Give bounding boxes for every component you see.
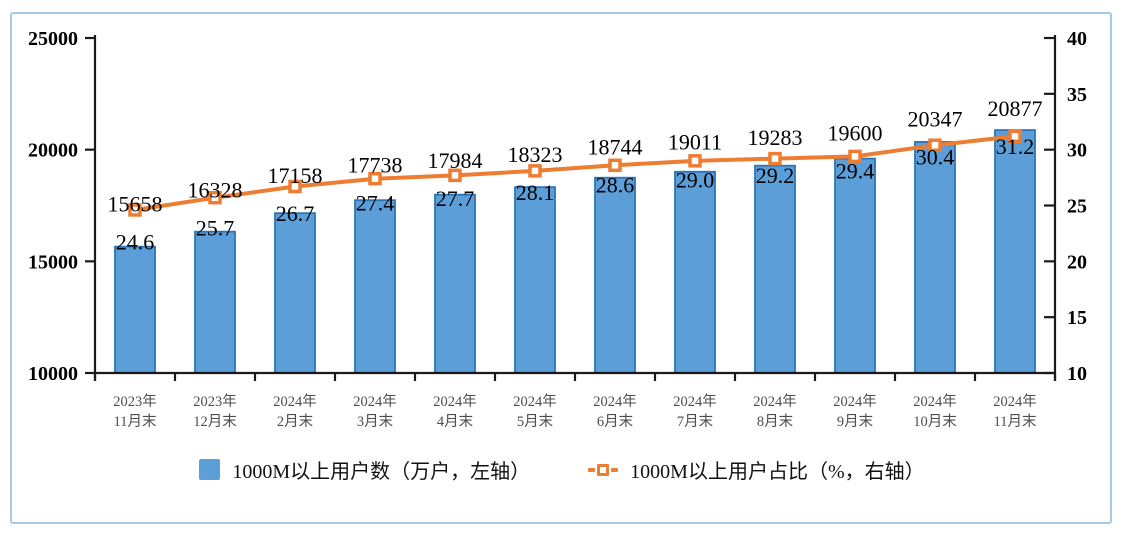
- bar-value-label: 19011: [668, 129, 722, 154]
- line-marker: [288, 179, 302, 194]
- bar: [994, 129, 1036, 374]
- percentage-value-label: 28.1: [516, 180, 555, 205]
- bar-value-label: 16328: [188, 178, 243, 203]
- bar: [274, 212, 316, 374]
- bar-value-label: 17984: [428, 148, 483, 173]
- percentage-value-label: 28.6: [596, 173, 635, 198]
- bar: [754, 164, 796, 374]
- bar-value-label: 17738: [348, 152, 403, 177]
- bar-value-label: 17158: [268, 163, 323, 188]
- bar-value-label: 20347: [908, 107, 963, 132]
- line-marker: [768, 151, 782, 166]
- x-axis-category-label: 2024年 11月末: [993, 393, 1037, 430]
- bar: [914, 141, 956, 374]
- chart-legend: 1000M以上用户数（万户，左轴） 1000M以上用户占比（%，右轴）: [12, 455, 1112, 484]
- x-axis-category-label: 2024年 5月末: [513, 393, 557, 430]
- x-axis-category-label: 2024年 4月末: [433, 393, 477, 430]
- line-marker: [448, 168, 462, 183]
- right-axis-tick-label: 25: [1067, 196, 1087, 218]
- line-marker: [128, 203, 142, 217]
- right-axis-tick-label: 15: [1067, 307, 1087, 329]
- percentage-value-label: 25.7: [196, 216, 235, 241]
- x-axis-category-label: 2024年 7月末: [673, 393, 717, 430]
- line-dash-icon: [588, 467, 596, 472]
- x-axis-category-label: 2024年 10月末: [913, 393, 957, 430]
- left-axis-tick-label: 10000: [28, 363, 78, 385]
- left-axis-tick-label: 20000: [28, 140, 78, 162]
- left-axis-tick-label: 25000: [28, 28, 78, 50]
- bar: [834, 157, 876, 374]
- left-axis-tick-label: 15000: [28, 251, 78, 273]
- x-axis-category-label: 2024年 6月末: [593, 393, 637, 430]
- right-axis-tick-label: 40: [1067, 28, 1087, 50]
- bar: [674, 170, 716, 374]
- right-axis-tick-label: 20: [1067, 251, 1087, 273]
- line-marker: [608, 158, 622, 173]
- percentage-value-label: 27.7: [436, 186, 475, 211]
- bar-value-label: 18323: [508, 142, 563, 167]
- x-axis-category-label: 2024年 3月末: [353, 393, 397, 430]
- percentage-line: [133, 134, 1017, 212]
- right-axis-tick-label: 10: [1067, 363, 1087, 385]
- line-marker: [368, 171, 382, 186]
- line-marker: [528, 164, 542, 178]
- line-marker: [1008, 129, 1022, 144]
- percentage-value-label: 29.2: [756, 163, 795, 188]
- x-axis-category-label: 2023年 11月末: [113, 393, 157, 430]
- bar: [514, 186, 556, 374]
- bar: [594, 176, 636, 374]
- line-marker: [848, 149, 862, 164]
- bar-value-label: 19283: [748, 125, 803, 150]
- x-axis-category-label: 2024年 8月末: [753, 393, 797, 430]
- percentage-value-label: 26.7: [276, 201, 315, 226]
- x-axis-category-label: 2023年 12月末: [193, 393, 237, 430]
- line-dash-icon: [611, 467, 619, 472]
- line-series-marker-icon: [588, 463, 619, 476]
- bar-series-label: 1000M以上用户数（万户，左轴）: [232, 461, 531, 483]
- bar-series-swatch-icon: [199, 459, 221, 480]
- line-square-marker-icon: [597, 463, 610, 476]
- x-axis-category-label: 2024年 2月末: [273, 393, 317, 430]
- bar-value-label: 18744: [588, 135, 643, 160]
- line-marker: [928, 138, 942, 152]
- right-axis-tick-label: 35: [1067, 84, 1087, 106]
- bar: [194, 230, 236, 374]
- percentage-value-label: 29.4: [836, 158, 875, 183]
- bar-value-label: 20877: [988, 96, 1043, 121]
- bar: [354, 199, 396, 374]
- percentage-value-label: 24.6: [116, 229, 155, 254]
- right-axis-tick-label: 30: [1067, 140, 1087, 162]
- percentage-value-label: 31.2: [996, 134, 1035, 159]
- bar-value-label: 19600: [828, 120, 883, 145]
- legend-item-bar-series: 1000M以上用户数（万户，左轴）: [199, 455, 530, 484]
- legend-item-line-series: 1000M以上用户占比（%，右轴）: [588, 455, 925, 484]
- line-marker: [208, 190, 222, 205]
- percentage-value-label: 30.4: [916, 145, 955, 170]
- line-marker: [688, 154, 702, 168]
- bar: [114, 245, 156, 374]
- line-series-label: 1000M以上用户占比（%，右轴）: [630, 461, 925, 483]
- bar: [434, 193, 476, 374]
- percentage-value-label: 27.4: [356, 190, 395, 215]
- percentage-value-label: 29.0: [676, 167, 715, 192]
- x-axis-category-label: 2024年 9月末: [833, 393, 877, 430]
- bar-value-label: 15658: [108, 191, 163, 216]
